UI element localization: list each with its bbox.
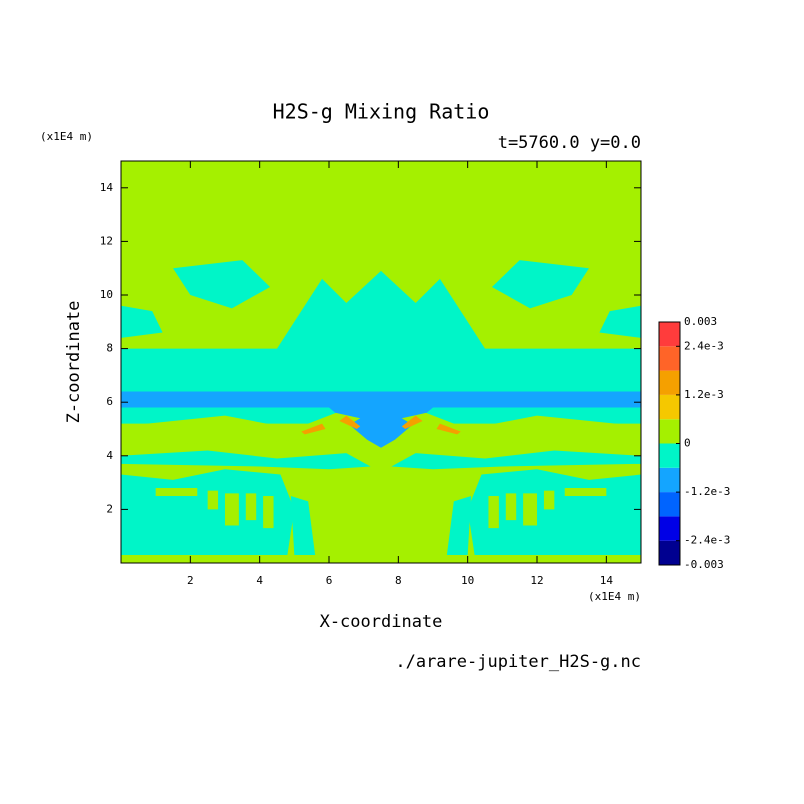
colorbar-segment [659,467,680,493]
x-tick-label: 10 [461,574,474,587]
y-axis-label: Z-coordinate [64,301,84,424]
field-region [401,415,423,429]
field-region [401,412,641,446]
x-tick-label: 12 [530,574,543,587]
y-tick-label: 2 [106,502,113,515]
field [121,161,641,563]
axes: 2 4 6 8 10 12 14 2 4 6 8 10 12 14 [100,160,642,587]
plot-frame [120,160,642,564]
y-tick-label: 10 [100,288,113,301]
y-tick-label: 6 [106,395,113,408]
field-region [599,305,641,338]
field-region [505,493,517,521]
colorbar-segment [659,443,680,468]
colorbar-segment [659,322,680,347]
field-region [301,423,326,435]
field-region [446,496,472,555]
colorbar-tick-label: 1.2e-3 [684,388,724,401]
field-region [121,305,163,338]
field-region [523,493,537,526]
colorbar-tick-label: 0.003 [684,315,717,328]
x-unit: (x1E4 m) [588,590,641,603]
field-region [564,487,607,496]
colorbar-segment [659,419,680,444]
x-tick-label: 6 [326,574,333,587]
field-region [121,391,641,448]
y-tick-label: 14 [100,181,114,194]
colorbar-tick-label: 0 [684,437,691,450]
field-region [121,450,371,470]
source: ./arare-jupiter_H2S-g.nc [395,652,641,672]
subtitle: t=5760.0 y=0.0 [498,133,641,153]
y-unit: (x1E4 m) [40,130,93,143]
colorbar-tick-label: -0.003 [684,558,724,571]
field-region [245,493,257,521]
field-region [391,450,641,470]
colorbar-tick-label: -2.4e-3 [684,534,730,547]
x-tick-label: 2 [187,574,194,587]
field-region [488,496,499,529]
x-axis-label: X-coordinate [320,612,443,632]
colorbar-segment [659,346,680,371]
field-region [263,496,274,529]
field-region [491,260,589,309]
colorbar-segment [659,540,680,565]
colorbar-tick-label: -1.2e-3 [684,485,730,498]
field-region [290,496,316,555]
field-region [436,423,461,435]
chart-title: H2S-g Mixing Ratio [273,100,490,124]
colorbar-tick-label: 2.4e-3 [684,339,724,352]
y-tick-label: 12 [100,234,113,247]
field-region [173,260,271,309]
colorbar-segment [659,394,680,420]
field-region [207,490,219,510]
field-region [225,493,239,526]
y-tick-label: 8 [106,342,113,355]
field-region [543,490,555,510]
colorbar-segment [659,516,680,541]
field-region [339,415,361,429]
x-tick-label: 8 [395,574,402,587]
x-tick-label: 14 [600,574,614,587]
colorbar-segment [659,370,680,395]
x-tick-label: 4 [256,574,263,587]
field-region [121,270,641,424]
y-tick-label: 4 [106,449,113,462]
field-region [121,412,361,446]
colorbar-segment [659,492,680,517]
field-region [155,487,198,496]
